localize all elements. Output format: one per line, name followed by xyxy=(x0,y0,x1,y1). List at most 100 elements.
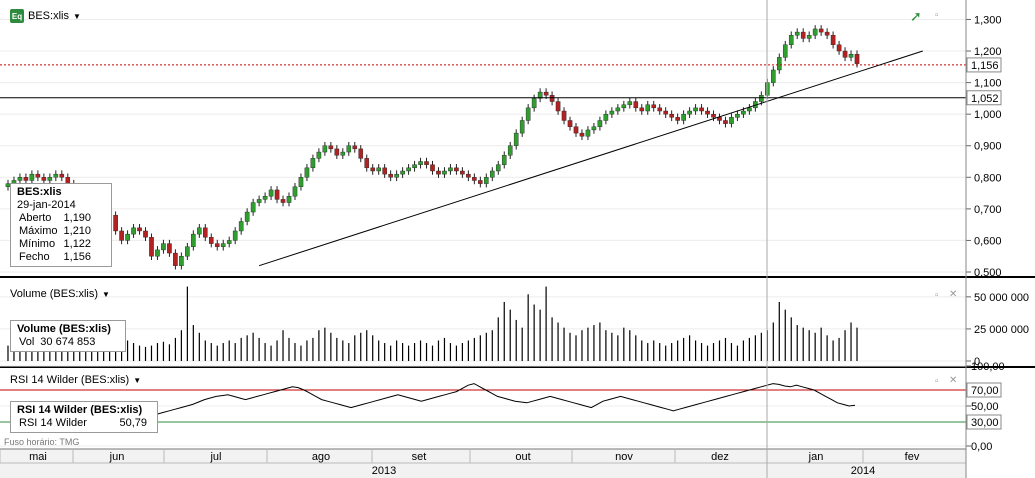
candle-body xyxy=(549,95,555,102)
candle-body xyxy=(179,256,184,266)
rsi-tick-label: 100,00 xyxy=(971,361,1005,373)
candle-body xyxy=(782,44,788,58)
volume-gridlines xyxy=(0,296,966,362)
price-panel-bg xyxy=(0,0,966,276)
price-tick-label: 1,000 xyxy=(974,109,1002,121)
candle-body xyxy=(358,148,364,159)
info-value: 1,190 xyxy=(63,212,92,224)
panel-maximize-icon[interactable]: ▫ xyxy=(935,10,939,21)
volume-bars xyxy=(7,286,858,361)
candle-body xyxy=(848,53,854,58)
rsi-box-title: RSI 14 Wilder (BES:xlis) xyxy=(17,404,143,416)
candle-body xyxy=(334,148,340,156)
candle-body xyxy=(47,177,53,181)
candle-body xyxy=(29,173,35,181)
candle-body xyxy=(155,249,160,257)
candle-body xyxy=(328,145,334,150)
info-row-high: Máximo 1,210 xyxy=(17,225,95,238)
month-label: mai xyxy=(29,451,47,463)
symbol-dropdown-caret-icon[interactable]: ▼ xyxy=(72,11,81,21)
candle-body xyxy=(501,155,507,165)
candle-body xyxy=(17,177,23,181)
candle-body xyxy=(382,167,387,175)
price-gridlines xyxy=(0,18,966,273)
candle-body xyxy=(472,177,477,181)
rsi-tick-label: 70,00 xyxy=(971,385,999,397)
volume-panel-maximize-icon[interactable]: ▫ xyxy=(935,290,939,301)
candle-body xyxy=(376,167,381,172)
candle-body xyxy=(244,211,250,222)
trend-arrow-icon[interactable]: ➚ xyxy=(910,8,922,24)
volume-tick-label: 50 000 000 xyxy=(974,292,1029,304)
price-tick-label: 1,300 xyxy=(974,14,1002,26)
rsi-dropdown-caret-icon[interactable]: ▼ xyxy=(133,375,142,385)
candle-body xyxy=(412,164,417,169)
candle-body xyxy=(370,167,376,172)
price-candles xyxy=(5,25,860,270)
candle-body xyxy=(191,233,196,247)
candle-body xyxy=(35,173,41,178)
info-label: Mínimo xyxy=(19,238,56,250)
info-box-ohlc: Aberto 1,190 Máximo 1,210 Mínimo 1,122 Fech… xyxy=(17,212,95,264)
candle-body xyxy=(238,221,244,232)
candle-body xyxy=(747,107,752,112)
candle-body xyxy=(226,240,232,244)
candle-body xyxy=(621,104,627,109)
rsi-panel-close-icon[interactable]: ✕ xyxy=(949,375,958,386)
volume-dropdown-caret-icon[interactable]: ▼ xyxy=(102,289,110,299)
candle-body xyxy=(454,167,459,172)
equity-badge-icon: Eq xyxy=(10,9,24,23)
rsi-lines xyxy=(0,383,966,423)
price-info-box: BES:xlis 29-jan-2014 Aberto 1,190 Máximo 1… xyxy=(10,183,112,267)
volume-tick-label: 25 000 000 xyxy=(974,324,1029,336)
candle-body xyxy=(800,31,806,39)
info-value: 1,156 xyxy=(63,251,92,263)
candle-body xyxy=(208,237,214,244)
candle-body xyxy=(466,173,471,178)
candle-body xyxy=(651,104,657,109)
info-row-low: Mínimo 1,122 xyxy=(17,238,95,251)
candle-body xyxy=(531,98,537,109)
candle-body xyxy=(41,177,47,181)
volume-panel-close-icon[interactable]: ✕ xyxy=(949,289,958,300)
month-label: fev xyxy=(905,451,920,463)
candle-body xyxy=(591,126,597,131)
rsi-panel-title[interactable]: RSI 14 Wilder (BES:xlis) xyxy=(10,374,130,386)
candle-body xyxy=(167,243,172,254)
rsi-tick-label: 0,00 xyxy=(971,441,992,453)
rsi-series-line xyxy=(139,383,856,421)
x-axis: mai jun jul ago set out nov dez jan fev 2013 2014 xyxy=(0,0,967,478)
candle-body xyxy=(316,151,322,159)
candle-body xyxy=(131,227,136,235)
candle-body xyxy=(543,91,549,96)
symbol-dropdown[interactable]: BES:xlis xyxy=(28,10,69,22)
candle-body xyxy=(394,173,399,178)
rsi-label: RSI 14 Wilder xyxy=(19,417,87,429)
candle-body xyxy=(788,35,794,45)
candle-body xyxy=(137,227,142,232)
year-label: 2014 xyxy=(851,465,875,477)
candle-body xyxy=(741,110,746,115)
candle-body xyxy=(513,132,519,146)
volume-info-box: Volume (BES:xlis) Vol 30 674 853 xyxy=(10,320,126,352)
candle-body xyxy=(406,167,411,172)
candle-body xyxy=(478,180,483,184)
candle-body xyxy=(573,126,579,134)
rsi-panel-maximize-icon[interactable]: ▫ xyxy=(935,376,939,387)
candle-body xyxy=(149,237,154,257)
rsi-tick-label: 30,00 xyxy=(971,417,999,429)
candle-body xyxy=(771,69,776,83)
candle-body xyxy=(286,196,292,203)
candle-body xyxy=(555,101,561,112)
volume-panel-title[interactable]: Volume (BES:xlis) xyxy=(10,288,99,300)
month-label: jul xyxy=(209,451,221,463)
candle-body xyxy=(824,31,830,36)
month-label: jan xyxy=(808,451,824,463)
rsi-level-tag xyxy=(966,382,1002,398)
price-panel-header: Eq BES:xlis ▼ xyxy=(10,9,81,23)
info-value: 1,210 xyxy=(63,225,92,237)
candle-body xyxy=(280,199,286,203)
candle-body xyxy=(298,177,304,187)
info-label: Fecho xyxy=(19,251,50,263)
candle-body xyxy=(639,107,645,112)
